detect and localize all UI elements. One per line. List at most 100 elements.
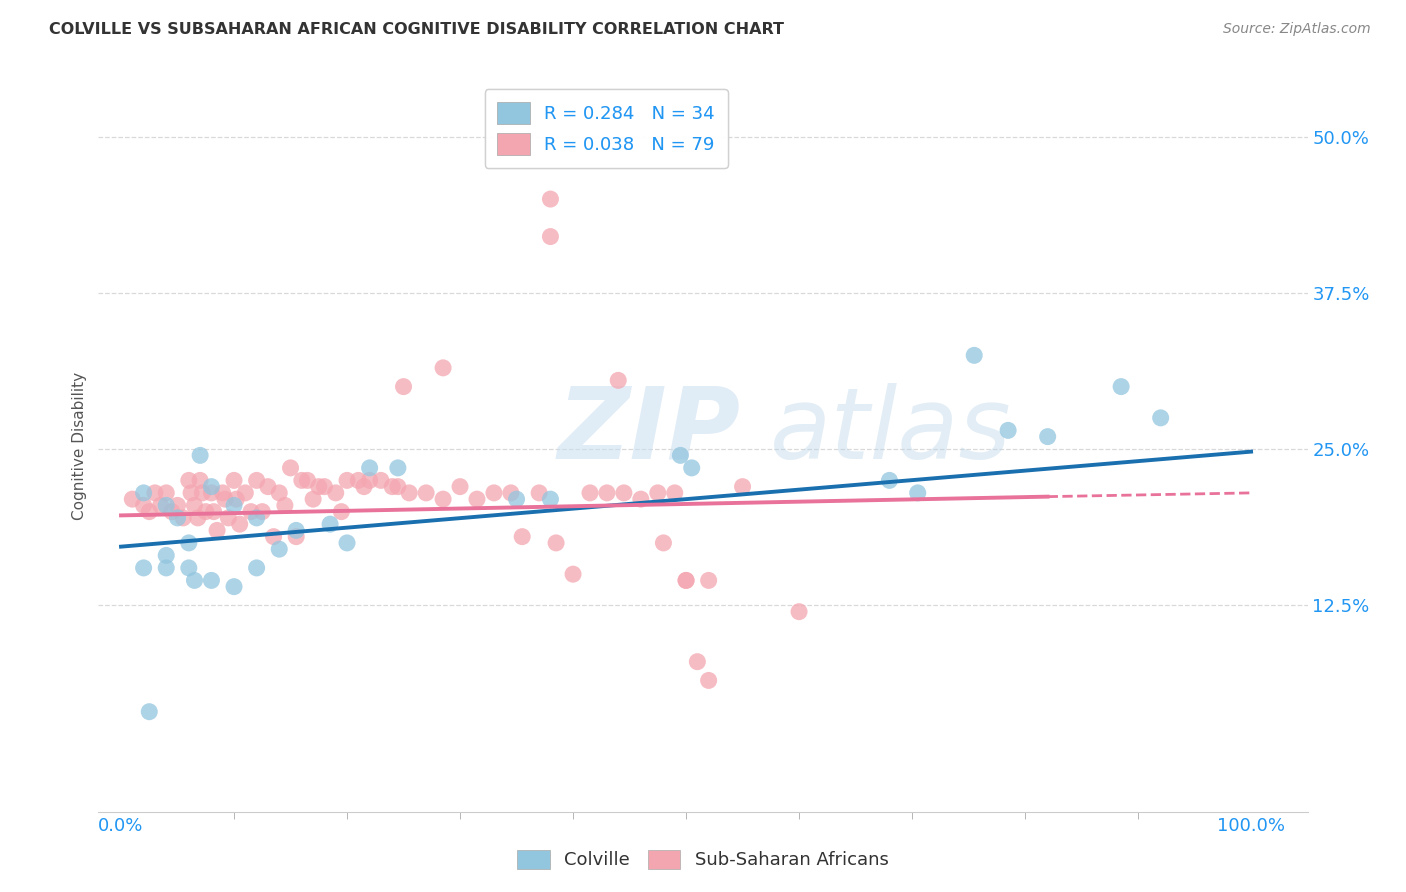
Point	[285, 524, 308, 538]
Point	[538, 229, 561, 244]
Point	[681, 461, 703, 475]
Text: ZIP: ZIP	[558, 383, 741, 480]
Point	[527, 486, 550, 500]
Point	[308, 480, 330, 494]
Point	[449, 480, 471, 494]
Point	[263, 530, 285, 544]
Point	[252, 505, 274, 519]
Point	[538, 492, 561, 507]
Point	[183, 574, 205, 588]
Point	[381, 480, 404, 494]
Point	[336, 536, 359, 550]
Point	[188, 474, 211, 488]
Point	[177, 474, 200, 488]
Point	[370, 474, 392, 488]
Y-axis label: Cognitive Disability: Cognitive Disability	[72, 372, 87, 520]
Point	[432, 360, 454, 375]
Point	[285, 530, 308, 544]
Point	[291, 474, 314, 488]
Point	[187, 511, 209, 525]
Point	[613, 486, 636, 500]
Point	[149, 499, 172, 513]
Point	[200, 480, 222, 494]
Point	[325, 486, 347, 500]
Point	[630, 492, 652, 507]
Point	[387, 480, 409, 494]
Point	[172, 511, 194, 525]
Point	[138, 705, 160, 719]
Point	[675, 574, 697, 588]
Point	[675, 574, 697, 588]
Point	[505, 492, 527, 507]
Text: Source: ZipAtlas.com: Source: ZipAtlas.com	[1223, 22, 1371, 37]
Text: atlas: atlas	[769, 383, 1011, 480]
Point	[538, 192, 561, 206]
Point	[664, 486, 686, 500]
Point	[202, 505, 225, 519]
Point	[177, 561, 200, 575]
Point	[607, 373, 630, 387]
Text: COLVILLE VS SUBSAHARAN AFRICAN COGNITIVE DISABILITY CORRELATION CHART: COLVILLE VS SUBSAHARAN AFRICAN COGNITIVE…	[49, 22, 785, 37]
Point	[222, 580, 245, 594]
Point	[652, 536, 675, 550]
Point	[562, 567, 585, 582]
Point	[225, 492, 247, 507]
Point	[697, 574, 720, 588]
Point	[319, 517, 342, 532]
Point	[997, 423, 1019, 437]
Point	[214, 492, 236, 507]
Point	[1109, 379, 1132, 393]
Point	[228, 517, 250, 532]
Point	[330, 505, 353, 519]
Point	[200, 574, 222, 588]
Point	[246, 474, 269, 488]
Point	[138, 505, 160, 519]
Point	[166, 511, 188, 525]
Point	[686, 655, 709, 669]
Point	[1150, 410, 1173, 425]
Point	[787, 605, 810, 619]
Point	[731, 480, 754, 494]
Point	[217, 511, 239, 525]
Point	[233, 486, 256, 500]
Point	[155, 486, 177, 500]
Point	[274, 499, 297, 513]
Point	[183, 499, 205, 513]
Point	[211, 486, 233, 500]
Point	[297, 474, 319, 488]
Point	[669, 449, 692, 463]
Point	[155, 549, 177, 563]
Point	[546, 536, 568, 550]
Point	[246, 561, 269, 575]
Point	[246, 511, 269, 525]
Point	[510, 530, 533, 544]
Legend: R = 0.284   N = 34, R = 0.038   N = 79: R = 0.284 N = 34, R = 0.038 N = 79	[485, 89, 728, 168]
Point	[963, 348, 986, 362]
Point	[180, 486, 202, 500]
Point	[205, 524, 228, 538]
Point	[432, 492, 454, 507]
Point	[132, 486, 155, 500]
Point	[907, 486, 929, 500]
Point	[596, 486, 619, 500]
Point	[191, 486, 214, 500]
Point	[359, 474, 381, 488]
Point	[194, 505, 217, 519]
Point	[314, 480, 336, 494]
Point	[269, 542, 291, 557]
Point	[879, 474, 901, 488]
Point	[347, 474, 370, 488]
Point	[166, 499, 188, 513]
Point	[155, 561, 177, 575]
Point	[280, 461, 302, 475]
Point	[222, 474, 245, 488]
Point	[415, 486, 437, 500]
Point	[160, 505, 183, 519]
Point	[353, 480, 375, 494]
Point	[257, 480, 280, 494]
Point	[398, 486, 420, 500]
Point	[697, 673, 720, 688]
Point	[647, 486, 669, 500]
Point	[132, 499, 155, 513]
Point	[359, 461, 381, 475]
